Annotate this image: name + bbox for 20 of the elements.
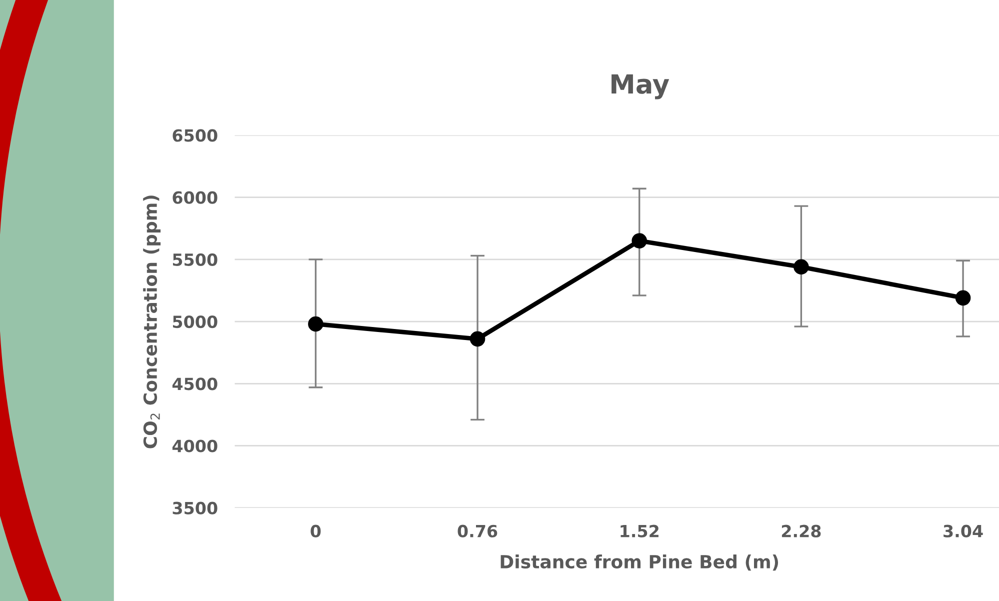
x-tick-label: 2.28	[782, 524, 821, 538]
y-tick-label: 3500	[172, 502, 218, 514]
point	[470, 331, 486, 347]
y-tick-label: 6500	[172, 129, 218, 142]
x-tick-label: 1.52	[620, 524, 658, 538]
y-axis-title: CO$_{2}$ Concentration (ppm)	[143, 196, 161, 448]
y-tick-label: 4000	[172, 440, 218, 452]
point	[955, 290, 971, 306]
x-tick-label: 3.04	[944, 524, 983, 538]
point	[308, 316, 324, 332]
chart-title: May	[612, 74, 670, 100]
y-tick-label: 5500	[173, 253, 218, 266]
y-tick-label: 5000	[173, 315, 218, 328]
point	[632, 233, 647, 248]
x-tick-label: 0.76	[458, 524, 498, 538]
y-tick-label: 6000	[172, 191, 218, 204]
y-tick-label: 4500	[172, 378, 218, 390]
x-axis-title: Distance from Pine Bed (m)	[500, 554, 778, 571]
point	[794, 259, 809, 275]
x-tick-label: 0	[310, 524, 321, 538]
